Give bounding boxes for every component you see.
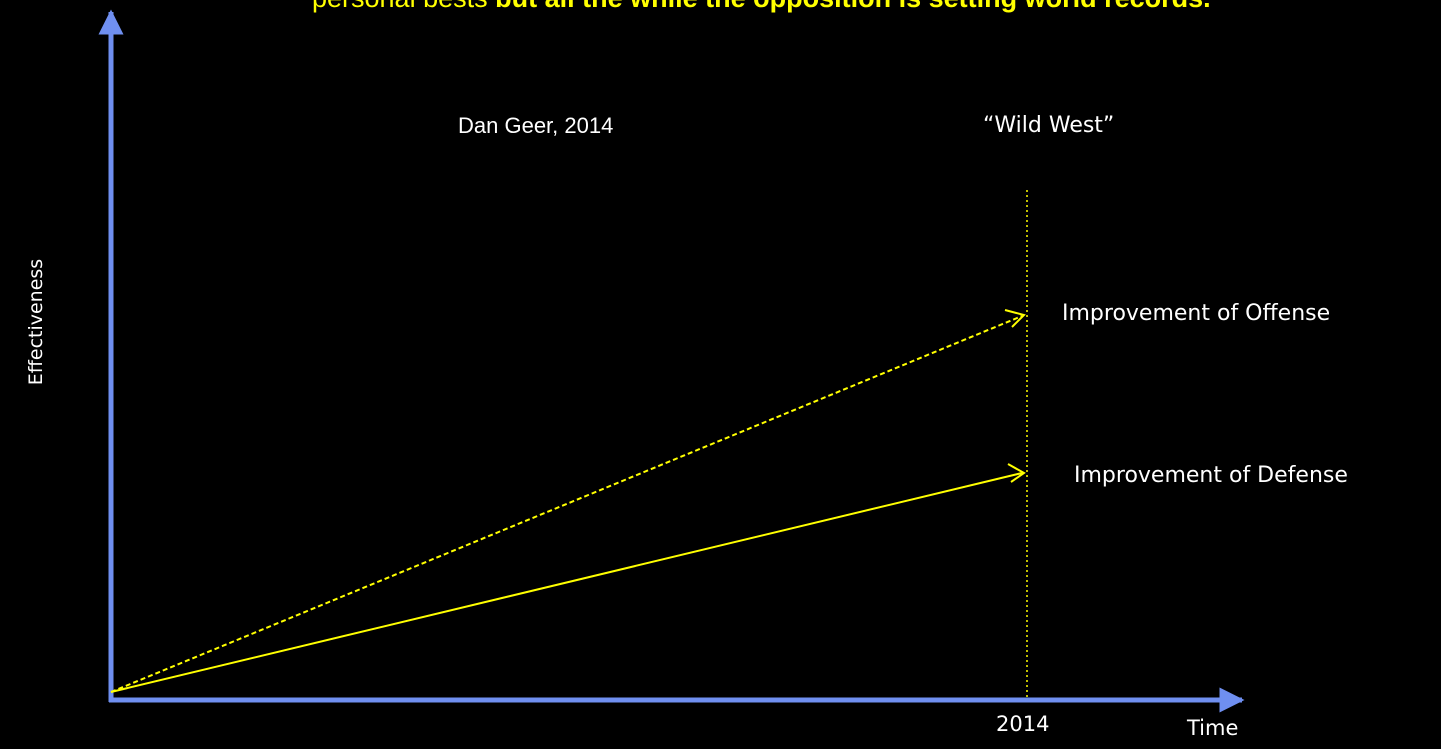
defense-arrowhead: [1007, 463, 1026, 483]
quote-text: personal bests but all the while the opp…: [312, 0, 1432, 18]
offense-arrowhead: [1004, 309, 1026, 328]
y-axis-label: Effectiveness: [25, 258, 47, 386]
era-label: “Wild West”: [983, 113, 1115, 138]
offense-label: Improvement of Offense: [1062, 301, 1331, 326]
quote-attribution: Dan Geer, 2014: [458, 113, 614, 138]
quote-lead: personal bests: [312, 0, 495, 13]
defense-line: [110, 472, 1023, 693]
offense-line: [110, 315, 1023, 693]
defense-label: Improvement of Defense: [1074, 463, 1348, 488]
x-axis-label: Time: [1187, 716, 1239, 740]
year-marker-label: 2014: [996, 712, 1050, 736]
quote-emphasis: but all the while the opposition is sett…: [495, 0, 1211, 13]
